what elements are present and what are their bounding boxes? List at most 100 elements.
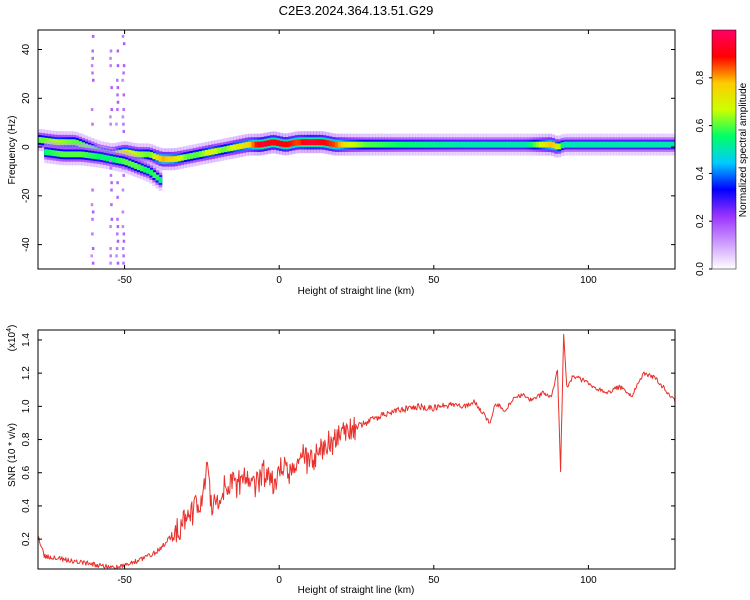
ridge-cell: [65, 139, 70, 146]
ridge-cell: [325, 140, 330, 147]
ridge-cell: [538, 141, 543, 148]
colorbar-tick-label: 0.0: [695, 262, 706, 276]
ridge-cell: [644, 141, 648, 148]
branch-cell: [102, 154, 107, 161]
ridge-cell: [446, 141, 450, 148]
ridge-cell: [152, 153, 157, 160]
speckle-cell: [122, 166, 125, 170]
speckle-cell: [122, 232, 126, 236]
branch-cell: [78, 151, 82, 158]
speckle-cell: [121, 34, 125, 38]
snr-scale-close: ): [7, 325, 18, 328]
ridge-cell: [50, 138, 55, 145]
ridge-cell: [656, 141, 661, 148]
branch-cell: [90, 152, 95, 159]
speckle-cell: [122, 261, 125, 265]
ridge-cell: [634, 141, 639, 148]
speckle-cell: [121, 225, 125, 229]
x-tick-label: 0: [276, 575, 282, 586]
ridge-cell: [591, 141, 596, 148]
speckle-cell: [110, 217, 114, 221]
ridge-cell: [56, 139, 61, 146]
colorbar-tick-label: 0.6: [695, 118, 706, 132]
speckle-cell: [122, 254, 125, 258]
ridge-cell: [662, 141, 667, 148]
ridge-cell: [622, 141, 627, 148]
speckle-cell: [115, 254, 118, 258]
branch-cell: [109, 156, 113, 162]
x-tick-label: 100: [580, 275, 597, 286]
y-tick-label: 0.8: [21, 432, 32, 446]
ridge-cell: [514, 141, 518, 148]
ridge-cell: [668, 141, 673, 148]
speckle-cell: [116, 195, 119, 199]
ridge-cell: [495, 141, 500, 148]
y-tick-label: -20: [21, 188, 32, 203]
snr-frame: [37, 329, 676, 570]
ridge-cell: [381, 141, 385, 148]
ridge-cell: [226, 145, 231, 152]
branch-cell: [72, 151, 76, 158]
colorbar-tick-label: 0.2: [695, 214, 706, 228]
ridge-cell: [273, 139, 277, 146]
ridge-cell: [362, 141, 367, 148]
ridge-cell: [585, 141, 590, 148]
speckle-cell: [121, 78, 124, 82]
colorbar-tick-label: 0.4: [695, 166, 706, 180]
x-tick-label: 100: [580, 575, 597, 586]
ridge-cell: [486, 141, 491, 148]
ridge-cell: [164, 156, 169, 163]
branch-cell: [133, 163, 138, 169]
branch-cell: [121, 158, 126, 165]
ridge-cell: [331, 141, 336, 148]
ridge-cell: [303, 139, 308, 146]
ridge-cell: [594, 141, 599, 148]
branch-cell: [84, 152, 89, 158]
ridge-cell: [455, 141, 460, 148]
ridge-cell: [359, 141, 364, 148]
ridge-cell: [378, 141, 382, 148]
y-tick-label: 20: [21, 92, 32, 104]
ridge-cell: [526, 141, 531, 148]
branch-cell: [146, 167, 150, 174]
ridge-cell: [600, 141, 605, 148]
ridge-cell: [310, 139, 314, 146]
snr-plot-area: [38, 333, 675, 569]
colorbar: 0.0 0.2 0.4 0.6 0.8 Normalized spectral ampl…: [695, 29, 749, 276]
ridge-cell: [520, 141, 525, 148]
speckle-cell: [115, 247, 119, 251]
speckle-cell: [116, 78, 119, 82]
spectrogram-x-ticks: -50 0 50 100: [117, 30, 597, 286]
speckle-cell: [91, 188, 94, 192]
ridge-cell: [140, 151, 144, 158]
ridge-cell: [610, 141, 614, 148]
ridge-cell: [545, 141, 549, 148]
colorbar-frame: [711, 29, 737, 270]
branch-cell: [96, 153, 101, 160]
ridge-cell: [433, 141, 438, 148]
ridge-cell: [285, 141, 290, 148]
ridge-cell: [41, 137, 45, 144]
speckle-cell: [122, 42, 126, 46]
speckle-cell: [109, 64, 112, 68]
ridge-cell: [492, 141, 497, 148]
ridge-cell: [511, 141, 515, 148]
ridge-cell: [637, 141, 642, 148]
ridge-cell: [282, 141, 286, 148]
branch-cell: [155, 174, 160, 181]
branch-cell: [56, 150, 61, 157]
ridge-cell: [130, 150, 135, 157]
ridge-cell: [665, 141, 670, 148]
speckle-cell: [122, 64, 126, 68]
colorbar-ticks: 0.0 0.2 0.4 0.6 0.8: [695, 70, 712, 276]
speckle-cell: [90, 203, 94, 207]
ridge-cell: [424, 141, 429, 148]
ridge-cell: [38, 137, 42, 143]
spectrogram-panel: -50 0 50 100 -40 -20 0 20 40 Height of straight…: [7, 29, 676, 297]
ridge-cell: [548, 141, 552, 148]
ridge-cell: [242, 142, 246, 149]
ridge-cell: [390, 141, 395, 148]
ridge-cell: [177, 155, 181, 162]
ridge-cell: [337, 141, 342, 148]
